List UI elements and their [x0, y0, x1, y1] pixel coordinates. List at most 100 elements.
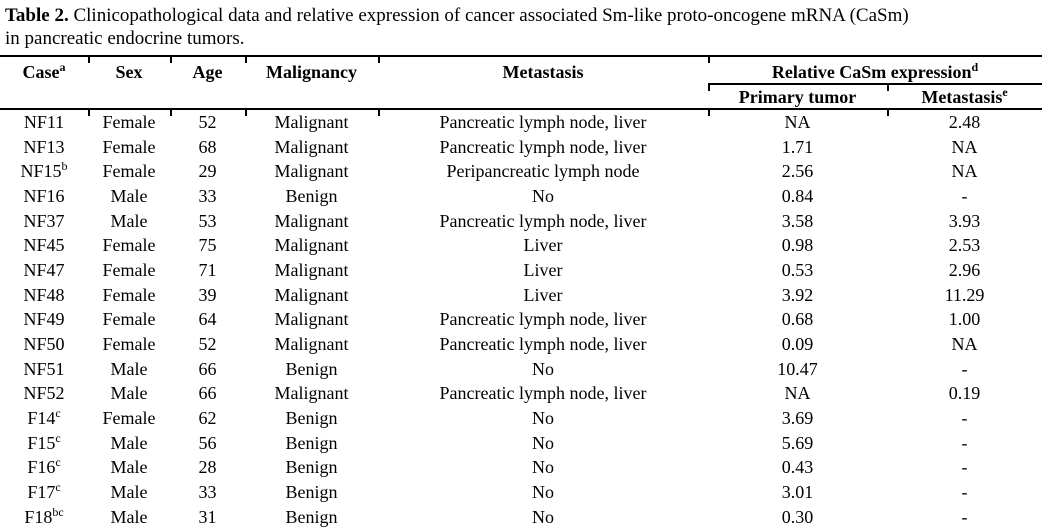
cell-malignancy: Malignant	[274, 284, 349, 305]
cell-malignancy: Malignant	[274, 309, 349, 330]
table-row: NF37 Male 53 Malignant Pancreatic lymph node…	[0, 209, 1042, 234]
cell-malignancy: Malignant	[274, 161, 349, 182]
cell-case: NF49	[23, 309, 65, 330]
cell-case: F14c	[27, 406, 61, 429]
table-header: Casea Sex Age Malignancy Metastasis Rela…	[0, 56, 1042, 110]
cell-primary-tumor: 5.69	[781, 432, 814, 453]
cell-age: 28	[198, 457, 217, 478]
cell-sex: Female	[102, 334, 156, 355]
caption-table-number: Table 2.	[5, 5, 69, 26]
cell-case: NF45	[23, 235, 65, 256]
cell-primary-tumor: NA	[784, 383, 811, 404]
cell-malignancy: Benign	[285, 408, 338, 429]
cell-malignancy: Malignant	[274, 136, 349, 157]
cell-case: F18bc	[24, 505, 64, 527]
cell-metastasis: No	[532, 358, 554, 379]
cell-primary-tumor: 0.09	[781, 334, 814, 355]
cell-case: NF37	[23, 210, 65, 231]
cell-age: 33	[198, 185, 217, 206]
cell-age: 66	[198, 383, 217, 404]
cell-metastasis-expr: NA	[951, 334, 978, 355]
cell-case: F16c	[27, 455, 61, 478]
cell-metastasis: Peripancreatic lymph node	[446, 161, 640, 182]
cell-sex: Female	[102, 284, 156, 305]
table-row: NF45 Female 75 Malignant Liver 0.98 2.53	[0, 233, 1042, 258]
cell-primary-tumor: 3.92	[781, 284, 814, 305]
cell-sex: Male	[110, 482, 148, 503]
header-primary-tumor: Primary tumor	[708, 84, 887, 110]
cell-case: NF51	[23, 358, 65, 379]
case-superscript: bc	[52, 505, 64, 519]
cell-metastasis-expr: 1.00	[948, 309, 981, 330]
cell-age: 52	[198, 111, 217, 132]
cell-metastasis: Pancreatic lymph node, liver	[439, 111, 647, 132]
caption-line1: Table 2. Clinicopathological data and re…	[5, 5, 909, 26]
cell-age: 52	[198, 334, 217, 355]
table-row: NF48 Female 39 Malignant Liver 3.92 11.29	[0, 283, 1042, 308]
cell-malignancy: Malignant	[274, 334, 349, 355]
cell-metastasis: Liver	[523, 284, 563, 305]
cell-primary-tumor: 0.43	[781, 457, 814, 478]
cell-metastasis: Liver	[523, 235, 563, 256]
cell-sex: Male	[110, 358, 148, 379]
cell-metastasis-expr: 11.29	[944, 284, 985, 305]
cell-primary-tumor: 10.47	[777, 358, 818, 379]
cell-metastasis: Liver	[523, 259, 563, 280]
cell-case: NF48	[23, 284, 65, 305]
header-case-sup: a	[59, 60, 66, 74]
cell-malignancy: Benign	[285, 506, 338, 527]
case-superscript: c	[55, 430, 61, 445]
cell-metastasis-expr: 3.93	[948, 210, 981, 231]
table-row: NF11 Female 52 Malignant Pancreatic lymph no…	[0, 109, 1042, 135]
cell-case: NF16	[23, 185, 65, 206]
column-divider-tick	[378, 57, 380, 63]
cell-primary-tumor: 0.30	[781, 506, 814, 527]
cell-case: NF50	[23, 334, 65, 355]
header-row-1: Casea Sex Age Malignancy Metastasis Rela…	[0, 56, 1042, 110]
cell-metastasis-expr: NA	[951, 161, 978, 182]
cell-primary-tumor: 1.71	[781, 136, 814, 157]
cell-metastasis-expr: -	[961, 408, 968, 429]
cell-sex: Male	[110, 210, 148, 231]
cell-case: F17c	[27, 480, 61, 503]
cell-malignancy: Malignant	[274, 383, 349, 404]
cell-sex: Female	[102, 136, 156, 157]
cell-metastasis: No	[532, 482, 554, 503]
table-row: F14c Female 62 Benign No 3.69 -	[0, 406, 1042, 431]
table-row: NF13 Female 68 Malignant Pancreatic lymph no…	[0, 135, 1042, 160]
cell-age: 29	[198, 161, 217, 182]
cell-primary-tumor: 3.01	[781, 482, 814, 503]
cell-age: 62	[198, 408, 217, 429]
header-malignancy: Malignancy	[245, 56, 378, 110]
clinicopathological-table: Casea Sex Age Malignancy Metastasis Rela…	[0, 55, 1042, 530]
cell-metastasis-expr: -	[961, 358, 968, 379]
column-divider-tick	[887, 110, 889, 116]
cell-primary-tumor: 0.53	[781, 259, 814, 280]
header-metastasis-expr-sup: e	[1002, 85, 1008, 99]
table-row: NF50 Female 52 Malignant Pancreatic lymph no…	[0, 332, 1042, 357]
cell-primary-tumor: 3.69	[781, 408, 814, 429]
cell-primary-tumor: NA	[784, 111, 811, 132]
cell-metastasis: No	[532, 408, 554, 429]
header-case-label: Case	[22, 62, 60, 82]
caption-text: Clinicopathological data and relative ex…	[73, 5, 909, 26]
cell-metastasis: Pancreatic lymph node, liver	[439, 309, 647, 330]
cell-metastasis: Pancreatic lymph node, liver	[439, 334, 647, 355]
table-row: NF52 Male 66 Malignant Pancreatic lymph node…	[0, 382, 1042, 407]
header-metastasis-expr-label: Metastasis	[921, 87, 1003, 107]
cell-malignancy: Benign	[285, 457, 338, 478]
cell-sex: Male	[110, 432, 148, 453]
cell-case: NF15b	[20, 159, 68, 182]
cell-primary-tumor: 0.68	[781, 309, 814, 330]
case-superscript: b	[61, 159, 68, 174]
cell-age: 71	[198, 259, 217, 280]
cell-sex: Female	[102, 235, 156, 256]
cell-age: 39	[198, 284, 217, 305]
cell-case: NF52	[23, 383, 65, 404]
column-divider-tick	[708, 57, 710, 63]
table-row: NF16 Male 33 Benign No 0.84 -	[0, 184, 1042, 209]
table-row: NF15b Female 29 Malignant Peripancreatic lym…	[0, 159, 1042, 184]
cell-metastasis: Pancreatic lymph node, liver	[439, 136, 647, 157]
cell-metastasis: No	[532, 185, 554, 206]
cell-primary-tumor: 0.84	[781, 185, 814, 206]
